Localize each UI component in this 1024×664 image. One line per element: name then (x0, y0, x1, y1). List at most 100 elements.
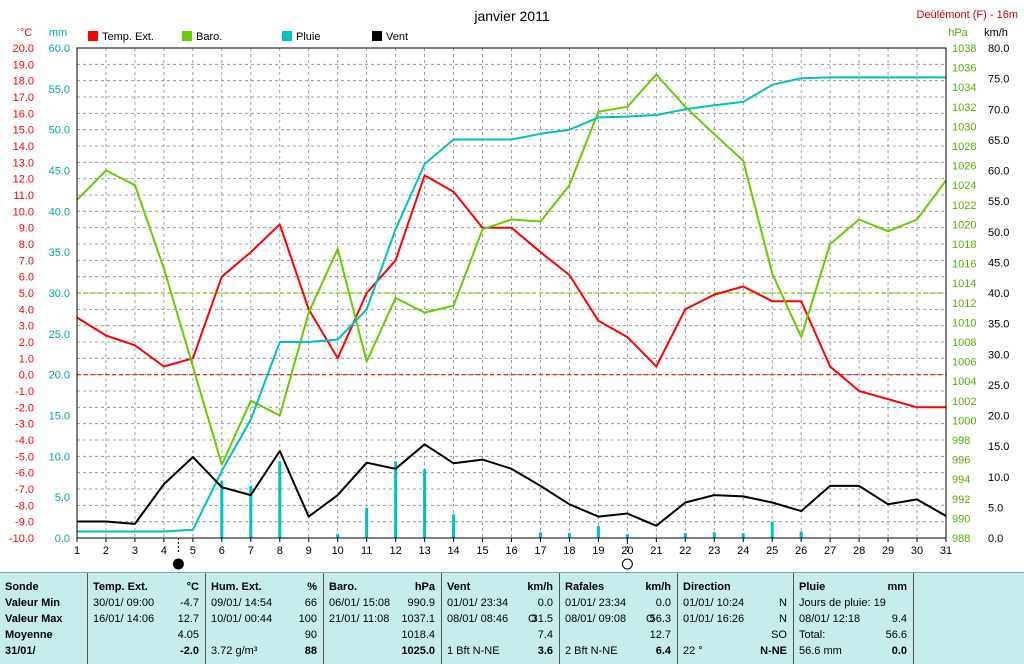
pluie-max-date: 08/01/ 12:18 (799, 613, 861, 625)
rafales-min-date: 01/01/ 23:34 (565, 597, 627, 609)
temp-tick-label: 2.0 (19, 337, 34, 349)
baro-tick-label: 1032 (952, 102, 976, 114)
temp-tick-label: 13.0 (13, 157, 34, 169)
rafales-max-date: 08/01/ 09:08 (565, 613, 627, 625)
hum-today: 88 (304, 645, 317, 657)
baro-tick-label: 1026 (952, 161, 976, 173)
direction-min-date: 01/01/ 10:24 (683, 597, 745, 609)
baro-today: 1025.0 (401, 645, 435, 657)
temp-min: -4.7 (180, 597, 199, 609)
table-col-baro: Baro. hPa 06/01/ 15:08 990.9 21/01/ 11:08 1… (324, 573, 442, 664)
baro-tick-label: 998 (952, 435, 970, 447)
x-tick-label: 30 (911, 545, 923, 557)
temp-tick-label: 15.0 (13, 125, 34, 137)
hum-max: 100 (298, 613, 317, 625)
pluie-days: Jours de pluie: 19 (799, 597, 886, 609)
baro-tick-label: 1008 (952, 337, 976, 349)
rain-bar (596, 525, 600, 538)
wind-tick-label: 0.0 (988, 533, 1003, 545)
temp-tick-label: 18.0 (13, 76, 34, 88)
x-tick-label: 24 (737, 545, 749, 557)
temp-tick-label: 9.0 (19, 223, 34, 235)
rain-tick-label: 55.0 (49, 84, 70, 96)
vent-min: 0.0 (537, 597, 553, 609)
rain-tick-label: 25.0 (49, 329, 70, 341)
baro-tick-label: 1016 (952, 259, 976, 271)
temp-tick-label: 0.0 (19, 370, 34, 382)
wind-tick-label: 15.0 (988, 441, 1009, 453)
rain-tick-label: 10.0 (49, 451, 70, 463)
pluie-total: 56.6 (885, 629, 907, 641)
temp-tick-label: -5.0 (15, 451, 34, 463)
temp-tick-label: -8.0 (15, 500, 34, 512)
baro-tick-label: 1036 (952, 63, 976, 75)
wind-tick-label: 65.0 (988, 135, 1009, 147)
daily-rain-bars (220, 461, 803, 538)
rain-bar (567, 533, 571, 538)
vent-avg: 7.4 (537, 629, 553, 641)
x-tick-label: 29 (882, 545, 894, 557)
x-tick-label: 1 (74, 545, 80, 557)
x-tick-label: 4 (161, 545, 167, 557)
baro-tick-label: 992 (952, 494, 970, 506)
rain-bar (452, 514, 456, 538)
pluie-title: Pluie (799, 581, 826, 593)
vent-max-dir: O (528, 613, 537, 625)
rain-bar (712, 532, 716, 538)
wind-tick-label: 5.0 (988, 502, 1003, 514)
baro-tick-label: 1022 (952, 200, 976, 212)
wind-tick-label: 80.0 (988, 43, 1009, 55)
baro-tick-label: 1020 (952, 219, 976, 231)
rain-bar (770, 521, 774, 538)
wind-tick-label: 45.0 (988, 257, 1009, 269)
rain-bar (538, 532, 542, 538)
wind-tick-label: 55.0 (988, 196, 1009, 208)
temp-title: Temp. Ext. (93, 581, 148, 593)
label-max: Valeur Max (5, 613, 63, 625)
temp-tick-label: -9.0 (15, 517, 34, 529)
direction-today: N-NE (760, 645, 787, 657)
summary-table: Sonde Valeur Min Valeur Max Moyenne 31/0… (0, 572, 1024, 664)
rain-bar (683, 533, 687, 538)
baro-tick-label: 1014 (952, 278, 976, 290)
rain-bar (365, 507, 369, 538)
pluie-today: 0.0 (891, 645, 907, 657)
baro-tick-label: 988 (952, 533, 970, 545)
table-col-empty (914, 573, 1024, 664)
rafales-unit: km/h (645, 581, 671, 593)
table-col-rafales: Rafales km/h 01/01/ 23:34 0.0 08/01/ 09:08… (560, 573, 678, 664)
temp-tick-label: -1.0 (15, 386, 34, 398)
hum-min-date: 09/01/ 14:54 (211, 597, 273, 609)
wind-tick-label: 70.0 (988, 104, 1009, 116)
new-moon-icon (172, 558, 184, 570)
baro-tick-label: 1000 (952, 415, 976, 427)
rafales-min: 0.0 (655, 597, 671, 609)
hum-abs: 3.72 g/m³ (211, 645, 258, 657)
label-date: 31/01/ (5, 645, 36, 657)
wind-tick-label: 30.0 (988, 349, 1009, 361)
rafales-title: Rafales (565, 581, 605, 593)
rain-bar (336, 533, 340, 538)
table-col-temp: Temp. Ext. °C 30/01/ 09:00 -4.7 16/01/ 14:… (88, 573, 206, 664)
direction-max: N (779, 613, 787, 625)
temp-tick-label: 8.0 (19, 239, 34, 251)
legend-swatch (88, 31, 98, 41)
wind-tick-label: 20.0 (988, 411, 1009, 423)
rain-tick-label: 50.0 (49, 125, 70, 137)
x-tick-label: 27 (824, 545, 836, 557)
hum-min: 66 (304, 597, 317, 609)
rafales-max-dir: O (646, 613, 655, 625)
pluie-total-label: Total: (799, 629, 826, 641)
baro-tick-label: 990 (952, 513, 970, 525)
baro-tick-label: 1010 (952, 317, 976, 329)
wind-tick-label: 25.0 (988, 380, 1009, 392)
legend-swatch (372, 31, 382, 41)
hum-max-date: 10/01/ 00:44 (211, 613, 273, 625)
x-tick-label: 11 (361, 545, 372, 557)
temp-tick-label: 4.0 (19, 304, 34, 316)
baro-tick-label: 1038 (952, 43, 976, 55)
vent-today: 3.6 (537, 645, 553, 657)
rain-tick-label: 5.0 (55, 492, 70, 504)
x-tick-label: 18 (563, 545, 575, 557)
x-tick-label: 9 (306, 545, 312, 557)
